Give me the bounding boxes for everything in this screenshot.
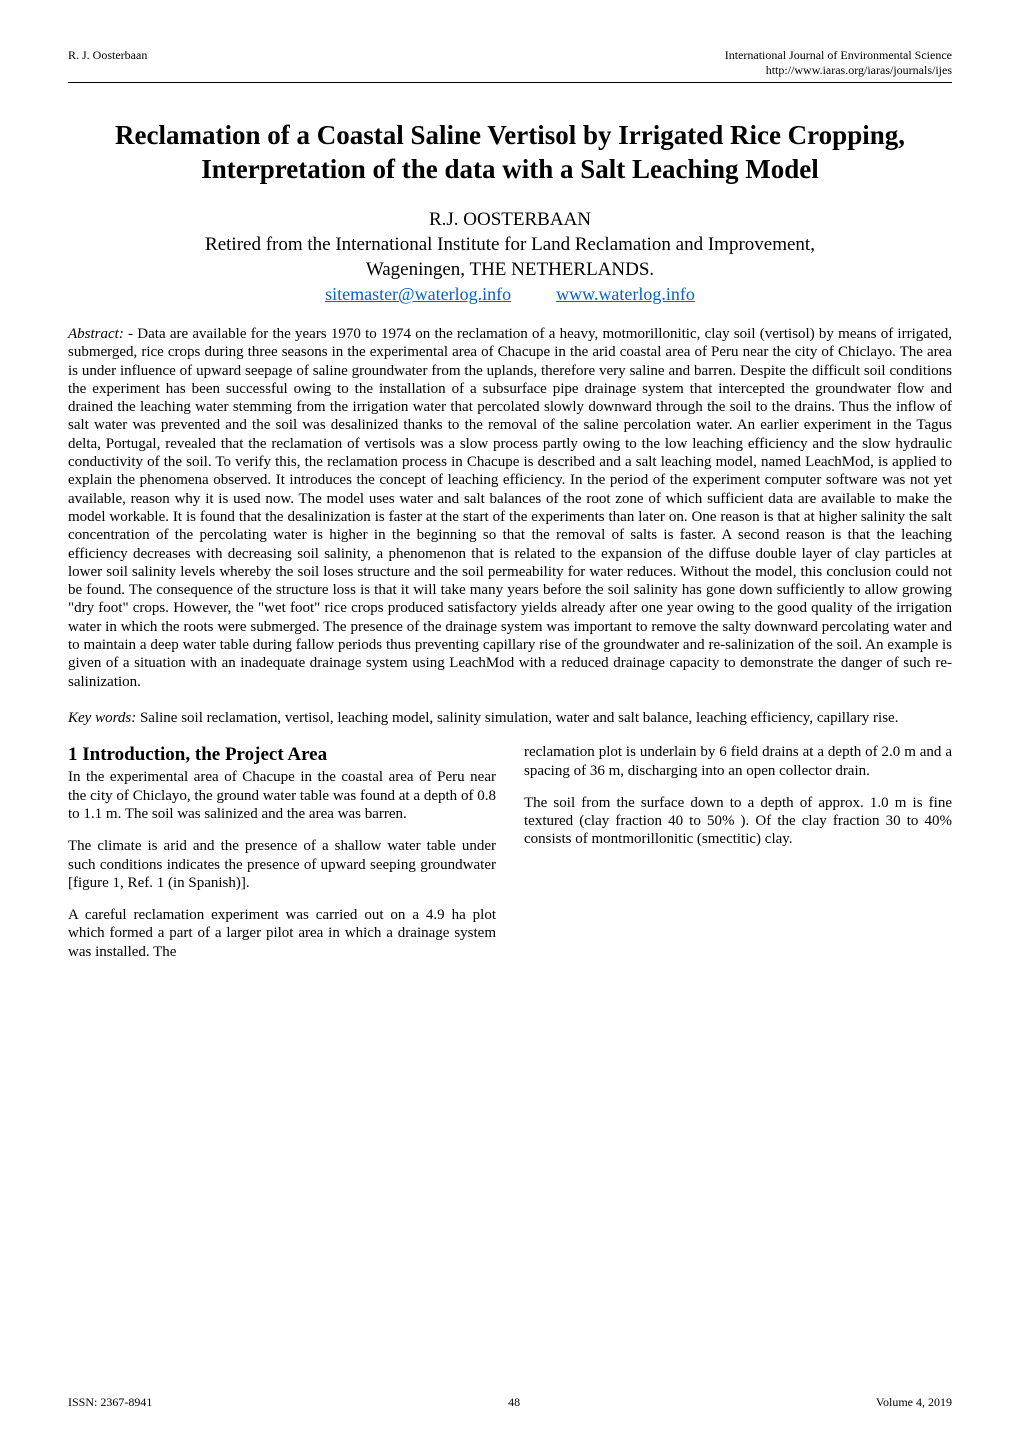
website-link[interactable]: www.waterlog.info — [556, 284, 695, 304]
left-para-3: A careful reclamation experiment was car… — [68, 906, 496, 961]
abstract-label: Abstract: - — [68, 326, 137, 342]
right-para-2: The soil from the surface down to a dept… — [524, 794, 952, 849]
page-header: R. J. Oosterbaan International Journal o… — [68, 48, 952, 78]
email-link[interactable]: sitemaster@waterlog.info — [325, 284, 511, 304]
affiliation-line-1: Retired from the International Institute… — [68, 233, 952, 257]
section-1-heading: 1 Introduction, the Project Area — [68, 743, 496, 766]
contact-links: sitemaster@waterlog.info www.waterlog.in… — [68, 284, 952, 305]
paper-title: Reclamation of a Coastal Saline Vertisol… — [68, 119, 952, 187]
title-line-1: Reclamation of a Coastal Saline Vertisol… — [115, 120, 905, 150]
right-para-1: reclamation plot is underlain by 6 field… — [524, 743, 952, 780]
author-name: R.J. OOSTERBAAN — [68, 209, 952, 231]
left-column: 1 Introduction, the Project Area In the … — [68, 743, 496, 975]
footer-volume: Volume 4, 2019 — [876, 1395, 952, 1410]
header-divider — [68, 82, 952, 83]
left-para-2: The climate is arid and the presence of … — [68, 837, 496, 892]
right-column: reclamation plot is underlain by 6 field… — [524, 743, 952, 975]
header-author: R. J. Oosterbaan — [68, 48, 147, 78]
body-columns: 1 Introduction, the Project Area In the … — [68, 743, 952, 975]
page-footer: ISSN: 2367-8941 48 Volume 4, 2019 — [68, 1395, 952, 1410]
abstract-block: Abstract: - Data are available for the y… — [68, 325, 952, 691]
header-journal: International Journal of Environmental S… — [725, 48, 952, 78]
footer-page-number: 48 — [508, 1395, 520, 1410]
keywords-block: Key words: Saline soil reclamation, vert… — [68, 709, 952, 727]
abstract-text: Data are available for the years 1970 to… — [68, 326, 952, 690]
journal-url: http://www.iaras.org/iaras/journals/ijes — [725, 63, 952, 78]
journal-name: International Journal of Environmental S… — [725, 48, 952, 63]
affiliation-line-2: Wageningen, THE NETHERLANDS. — [68, 258, 952, 282]
keywords-label: Key words: — [68, 710, 140, 726]
left-para-1: In the experimental area of Chacupe in t… — [68, 768, 496, 823]
footer-issn: ISSN: 2367-8941 — [68, 1395, 152, 1410]
keywords-text: Saline soil reclamation, vertisol, leach… — [140, 710, 899, 726]
title-line-2: Interpretation of the data with a Salt L… — [201, 154, 818, 184]
